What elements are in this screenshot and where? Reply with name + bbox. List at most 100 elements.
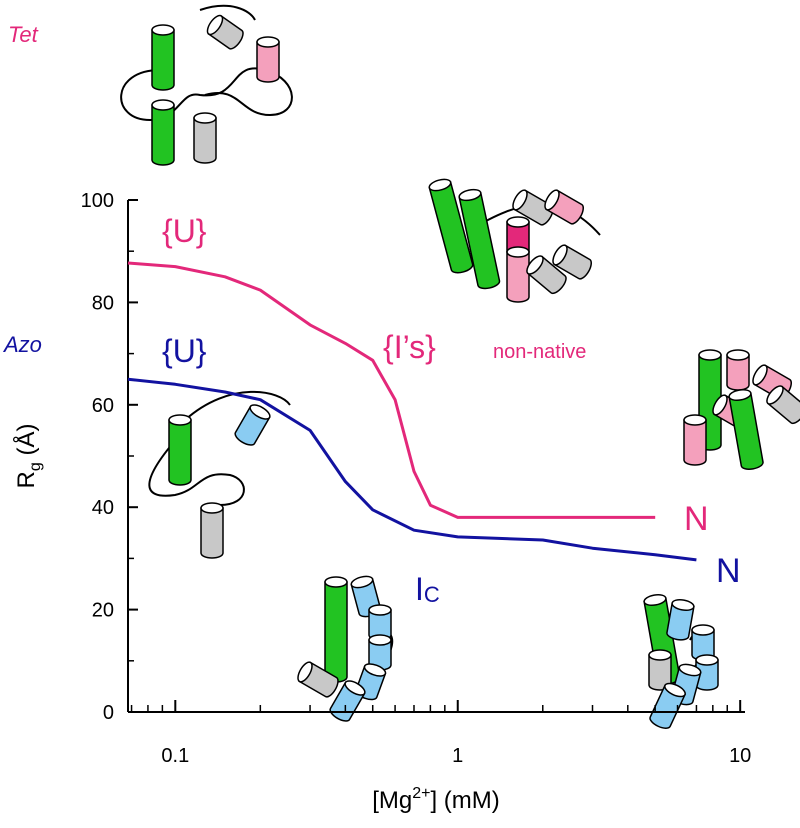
- axes: 0 20 40 60 80 100 0.1 1 10: [81, 190, 752, 767]
- cylinder-top: [200, 502, 224, 514]
- cylinder-body: [324, 581, 348, 683]
- helix-cylinder: [766, 385, 800, 424]
- cylinder-top: [368, 634, 392, 646]
- helix-cylinder: [458, 188, 501, 290]
- cylinder-top: [168, 414, 192, 426]
- cylinder-body: [506, 251, 530, 303]
- cylinder-top: [526, 255, 544, 275]
- loop: [199, 4, 256, 21]
- helix-cylinder: [526, 255, 567, 294]
- cylinder-top: [193, 112, 217, 124]
- helix-cylinder: [200, 502, 224, 559]
- cylinder-top: [728, 388, 752, 402]
- cylinder-top: [544, 189, 560, 211]
- cylinder-top: [428, 178, 452, 192]
- cylinder-top: [648, 649, 672, 661]
- x-axis-label: 2+: [412, 785, 430, 802]
- y-axis-label: g: [27, 462, 44, 471]
- cylinder-top: [691, 624, 715, 636]
- cylinder-body: [728, 392, 764, 470]
- loop: [148, 434, 245, 506]
- cylinder-top: [324, 576, 348, 588]
- y-tick-label: 100: [81, 190, 114, 212]
- x-tick-label: 0.1: [161, 745, 189, 767]
- cylinder-top: [506, 246, 530, 258]
- cylinder-top: [206, 14, 224, 36]
- x-tick-label: 10: [729, 745, 751, 767]
- cylinder-top: [363, 663, 387, 677]
- cylinder-body: [200, 507, 224, 559]
- y-tick-label: 0: [103, 702, 114, 724]
- cylinder-body: [193, 117, 217, 164]
- cylinder-top: [695, 654, 719, 666]
- annotation: {I’s}: [383, 329, 436, 365]
- y-tick-label: 80: [92, 292, 114, 314]
- cylinder-body: [428, 181, 474, 274]
- helix-cylinder: [256, 36, 280, 83]
- helix-cylinder: [297, 661, 339, 698]
- cylinder-body: [458, 191, 501, 290]
- helix-cylinder: [193, 112, 217, 164]
- cylinder-top: [643, 593, 667, 607]
- helix-cylinder: [666, 598, 695, 641]
- annotation: IC: [415, 571, 440, 607]
- annotation: I: [415, 571, 424, 607]
- x-axis-label: ] (mM): [430, 787, 499, 814]
- cylinder-top: [552, 244, 568, 266]
- cylinder-top: [512, 189, 528, 211]
- x-axis-label: [Mg: [372, 787, 412, 814]
- cylinder-top: [350, 575, 374, 589]
- cylinder-top: [368, 604, 392, 616]
- helix-cylinder: [234, 404, 271, 446]
- cylinder-body: [683, 419, 707, 466]
- helix-cylinder: [552, 244, 592, 280]
- y-tick-label: 60: [92, 395, 114, 417]
- annotation: N: [684, 500, 709, 538]
- series-label: Tet: [8, 22, 39, 47]
- series-line: [127, 261, 656, 519]
- loop: [184, 390, 291, 421]
- cylinder-top: [752, 364, 768, 386]
- helix-cylinder: [151, 24, 175, 91]
- y-tick-label: 20: [92, 600, 114, 622]
- helix-cylinder: [428, 178, 474, 274]
- cylinder-top: [726, 349, 750, 361]
- cylinder-body: [151, 29, 175, 91]
- cylinder-top: [766, 385, 784, 405]
- loop: [120, 67, 293, 122]
- helix-cylinder: [544, 189, 584, 225]
- helix-cylinder: [151, 99, 175, 166]
- cylinder-top: [678, 663, 702, 677]
- series-line: [127, 377, 697, 562]
- cylinder-top: [151, 24, 175, 36]
- cylinder-body: [666, 602, 695, 641]
- helix-icons: [120, 4, 800, 729]
- x-axis-label: [Mg2+] (mM): [372, 785, 500, 814]
- helix-cylinder: [728, 388, 764, 470]
- helix-cylinder: [368, 634, 392, 671]
- helix-cylinder: [683, 414, 707, 466]
- cylinder-top: [256, 36, 280, 48]
- cylinder-top: [344, 680, 366, 696]
- x-tick-label: 1: [452, 745, 463, 767]
- cylinder-top: [698, 349, 722, 361]
- helix-cylinder: [168, 414, 192, 486]
- annotation: N: [716, 552, 741, 590]
- cylinder-top: [671, 598, 695, 612]
- y-tick-label: 40: [92, 497, 114, 519]
- helix-cylinder: [206, 14, 244, 50]
- annotation: non-native: [493, 341, 586, 363]
- cylinder-top: [458, 188, 482, 202]
- cylinder-top: [249, 404, 271, 420]
- cylinder-top: [664, 682, 686, 698]
- y-axis-label: Rg (Å): [12, 424, 44, 489]
- helix-cylinder: [695, 654, 719, 691]
- helix-cylinder: [506, 246, 530, 303]
- y-axis-label: R: [13, 471, 40, 488]
- y-axis-label: (Å): [12, 424, 40, 463]
- cylinder-top: [683, 414, 707, 426]
- series-label: Azo: [2, 332, 42, 357]
- annotation: {U}: [162, 213, 207, 249]
- cylinder-body: [168, 419, 192, 486]
